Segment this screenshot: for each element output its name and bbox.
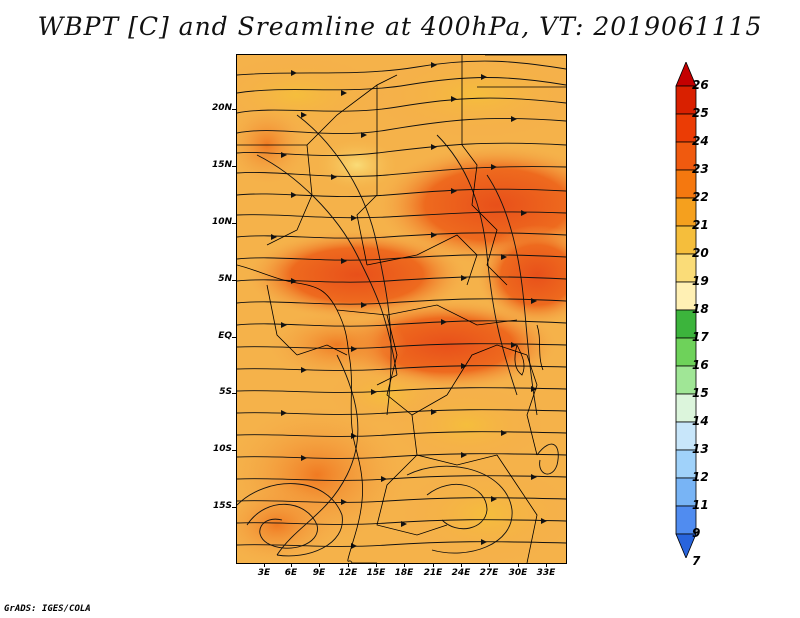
borders	[237, 55, 566, 563]
lon-label-21e: 21E	[423, 568, 443, 578]
lon-tick	[518, 563, 519, 567]
lon-label-24e: 24E	[451, 568, 471, 578]
colorbar-label: 12	[692, 470, 709, 484]
lon-tick	[348, 563, 349, 567]
colorbar-label: 15	[692, 386, 709, 400]
lon-tick	[404, 563, 405, 567]
lon-label-15e: 15E	[366, 568, 386, 578]
colorbar-label: 21	[692, 218, 709, 232]
lat-label-10n: 10N	[211, 217, 232, 227]
lon-tick	[489, 563, 490, 567]
colorbar-label: 9	[692, 526, 701, 540]
map-title: WBPT [C] and Sreamline at 400hPa, VT: 20…	[37, 12, 763, 41]
colorbar-label: 18	[692, 302, 709, 316]
lon-tick	[546, 563, 547, 567]
lat-label-15s: 15S	[212, 501, 232, 511]
lat-tick	[232, 280, 236, 281]
lat-tick	[232, 109, 236, 110]
lat-label-eq: EQ	[218, 331, 232, 341]
colorbar-label: 7	[692, 554, 701, 568]
lon-tick	[319, 563, 320, 567]
lon-tick	[264, 563, 265, 567]
lat-label-5s: 5S	[219, 387, 232, 397]
colorbar-label: 11	[692, 498, 709, 512]
colorbar-label: 16	[692, 358, 709, 372]
lat-tick	[232, 393, 236, 394]
grads-credit: GrADS: IGES/COLA	[4, 604, 91, 614]
map-panel	[236, 54, 567, 564]
lon-label-6e: 6E	[284, 568, 298, 578]
colorbar-label: 24	[692, 134, 709, 148]
lon-label-27e: 27E	[479, 568, 499, 578]
colorbar-label: 13	[692, 442, 709, 456]
colorbar-label: 25	[692, 106, 709, 120]
lat-label-10s: 10S	[212, 444, 232, 454]
lon-tick	[376, 563, 377, 567]
lon-label-12e: 12E	[338, 568, 358, 578]
lon-label-18e: 18E	[394, 568, 414, 578]
lat-label-15n: 15N	[211, 160, 232, 170]
lon-label-3e: 3E	[257, 568, 271, 578]
colorbar-label: 26	[692, 78, 709, 92]
lon-tick	[433, 563, 434, 567]
lat-tick	[232, 337, 236, 338]
lat-tick	[232, 166, 236, 167]
lat-tick	[232, 450, 236, 451]
colorbar-label: 19	[692, 274, 709, 288]
colorbar-arrow-bottom	[675, 533, 697, 558]
colorbar-label: 22	[692, 190, 709, 204]
lon-label-30e: 30E	[508, 568, 528, 578]
lon-label-33e: 33E	[536, 568, 556, 578]
lon-tick	[291, 563, 292, 567]
lon-label-9e: 9E	[312, 568, 326, 578]
colorbar-label: 20	[692, 246, 709, 260]
lon-tick	[461, 563, 462, 567]
colorbar	[675, 62, 697, 558]
colorbar-label: 17	[692, 330, 709, 344]
colorbar-label: 23	[692, 162, 709, 176]
lat-tick	[232, 223, 236, 224]
lat-label-20n: 20N	[211, 103, 232, 113]
lat-label-5n: 5N	[218, 274, 232, 284]
lat-tick	[232, 507, 236, 508]
wbpt-field	[237, 55, 566, 563]
colorbar-label: 14	[692, 414, 709, 428]
